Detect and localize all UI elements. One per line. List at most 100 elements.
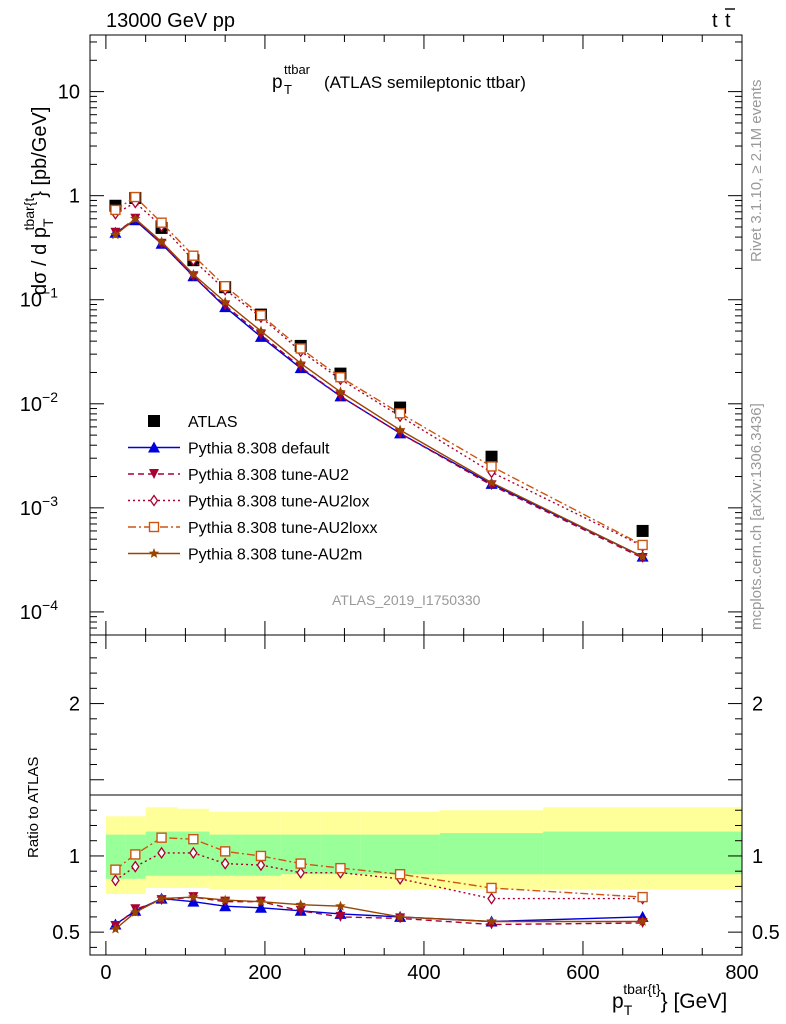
main-point-pythia-8-308-tune-au2loxx-2 bbox=[156, 217, 167, 228]
legend-entry-pythia-8-308-default: Pythia 8.308 default bbox=[128, 441, 330, 458]
main-point-pythia-8-308-tune-au2m-4 bbox=[219, 296, 231, 307]
main-point-pythia-8-308-tune-au2loxx-4 bbox=[219, 280, 231, 292]
main-point-pythia-8-308-tune-au2m-5 bbox=[255, 325, 267, 336]
ratio-y-axis: 0.5 0.5 1 1 2 2 bbox=[52, 642, 780, 948]
legend: ATLAS Pythia 8.308 default Pythia 8.308 tu… bbox=[128, 414, 377, 564]
ratio-point-pythia-8-308-tune-au2m-9 bbox=[486, 916, 497, 926]
ratio-point-pythia-8-308-tune-au2loxx-5 bbox=[255, 850, 267, 862]
main-series-pythia-8-308-tune-au2m bbox=[110, 213, 648, 562]
main-point-atlas-10 bbox=[636, 524, 649, 537]
legend-marker-pythia-8-308-default bbox=[148, 441, 160, 453]
ratio-point-pythia-8-308-tune-au2loxx-9 bbox=[486, 882, 497, 894]
main-series-atlas bbox=[109, 191, 649, 537]
ratio-series-line-pythia-8-308-tune-au2lox bbox=[115, 852, 643, 900]
ratio-y-tick-label: 0.5 bbox=[52, 922, 80, 944]
main-series-line-pythia-8-308-tune-au2lox bbox=[115, 201, 643, 547]
svg-text:ttbar: ttbar bbox=[284, 62, 311, 77]
x-tick-label: 400 bbox=[407, 962, 440, 984]
x-tick-label: 200 bbox=[248, 962, 281, 984]
x-tick-label: 600 bbox=[566, 962, 599, 984]
main-y-axis: 10 1 10−1 10−2 10−3 10−4 bbox=[20, 41, 742, 636]
main-y-tick-label: 10−4 bbox=[20, 597, 58, 624]
ratio-band-green-10 bbox=[543, 831, 742, 875]
plot-title: p T ttbar (ATLAS semileptonic ttbar) bbox=[272, 62, 526, 97]
main-y-tick-label: 1 bbox=[69, 186, 80, 208]
ratio-point-pythia-8-308-tune-au2m-6 bbox=[295, 899, 306, 910]
x-tick-label: 0 bbox=[100, 962, 111, 984]
main-point-pythia-8-308-tune-au2m-1 bbox=[130, 213, 141, 224]
legend-label-pythia-8-308-tune-au2m: Pythia 8.308 tune-AU2m bbox=[188, 547, 362, 564]
main-y-axis-label: dσ / d pTtbar{t} [pb/GeV] bbox=[21, 107, 56, 295]
ratio-y-tick-label-right: 2 bbox=[752, 694, 763, 716]
main-point-pythia-8-308-tune-au2loxx-8 bbox=[394, 408, 406, 419]
main-point-pythia-8-308-tune-au2m-0 bbox=[110, 229, 121, 240]
main-point-atlas-9 bbox=[485, 450, 498, 463]
ratio-point-pythia-8-308-tune-au2lox-9 bbox=[487, 892, 496, 905]
main-point-pythia-8-308-tune-au2loxx-5 bbox=[255, 310, 267, 321]
ratio-y-tick-label-right: 1 bbox=[752, 846, 763, 868]
main-point-pythia-8-308-tune-au2loxx-3 bbox=[188, 250, 199, 261]
rivet-version-label: Rivet 3.1.10, ≥ 2.1M events bbox=[748, 80, 765, 263]
ratio-point-pythia-8-308-tune-au2loxx-4 bbox=[219, 846, 231, 857]
legend-marker-pythia-8-308-tune-au2m bbox=[148, 548, 160, 558]
legend-marker-pythia-8-308-tune-au2loxx bbox=[148, 521, 160, 533]
ratio-band-green-8 bbox=[360, 834, 440, 875]
ratio-plot-panel: 0.5 0.51 12 2 0 200 400 600 800 Ratio to ATLAS … bbox=[25, 634, 780, 1018]
ratio-point-pythia-8-308-tune-au2loxx-3 bbox=[188, 833, 199, 845]
main-point-pythia-8-308-tune-au2loxx-10 bbox=[637, 539, 648, 551]
ratio-point-pythia-8-308-tune-au2loxx-6 bbox=[295, 858, 306, 869]
ratio-point-pythia-8-308-tune-au2lox-2 bbox=[157, 846, 166, 860]
main-y-tick-label: 10 bbox=[58, 82, 80, 104]
ratio-point-pythia-8-308-tune-au2lox-3 bbox=[189, 846, 198, 860]
svg-text:pTtbar{t}} [GeV]: pTtbar{t}} [GeV] bbox=[612, 981, 727, 1018]
ratio-point-pythia-8-308-tune-au2m-5 bbox=[255, 896, 267, 907]
svg-text:T: T bbox=[284, 82, 292, 97]
main-y-tick-label: 10−1 bbox=[20, 285, 58, 312]
ratio-point-pythia-8-308-tune-au2loxx-10 bbox=[637, 891, 648, 903]
ratio-plot-area bbox=[109, 832, 649, 934]
ratio-point-pythia-8-308-tune-au2lox-6 bbox=[296, 866, 306, 879]
ratio-uncertainty-bands bbox=[105, 807, 742, 895]
main-point-pythia-8-308-tune-au2-4 bbox=[220, 300, 231, 311]
ratio-point-pythia-8-308-tune-au2loxx-8 bbox=[394, 869, 406, 880]
ratio-point-pythia-8-308-tune-au2lox-5 bbox=[256, 858, 266, 872]
svg-text:(ATLAS semileptonic ttbar): (ATLAS semileptonic ttbar) bbox=[324, 73, 526, 92]
main-point-pythia-8-308-tune-au2loxx-1 bbox=[130, 191, 141, 203]
main-point-pythia-8-308-tune-au2m-8 bbox=[394, 424, 406, 435]
legend-label-atlas: ATLAS bbox=[188, 414, 238, 431]
x-tick-label: 800 bbox=[725, 962, 758, 984]
main-point-pythia-8-308-tune-au2loxx-9 bbox=[486, 461, 497, 472]
ratio-y-axis-label: Ratio to ATLAS bbox=[25, 757, 42, 858]
ratio-point-pythia-8-308-tune-au2m-8 bbox=[394, 911, 406, 922]
legend-entry-pythia-8-308-tune-au2: Pythia 8.308 tune-AU2 bbox=[128, 467, 349, 484]
ratio-band-green-9 bbox=[439, 833, 544, 875]
mcplots-label: mcplots.cern.ch [arXiv:1306.3436] bbox=[748, 403, 765, 630]
main-plot-panel: 10 1 10−1 10−2 10−3 10−4 p T ttbar (ATLAS sem… bbox=[20, 34, 743, 636]
main-series-pythia-8-308-tune-au2loxx bbox=[110, 191, 648, 551]
main-point-pythia-8-308-tune-au2m-6 bbox=[295, 357, 306, 368]
svg-text:dσ / d pTtbar{t} [pb/GeV]: dσ / d pTtbar{t} [pb/GeV] bbox=[21, 107, 56, 295]
ratio-point-pythia-8-308-tune-au2loxx-7 bbox=[335, 862, 346, 874]
legend-entry-atlas: ATLAS bbox=[148, 414, 238, 431]
ratio-point-pythia-8-308-tune-au2m-3 bbox=[188, 891, 199, 902]
main-point-pythia-8-308-tune-au2loxx-6 bbox=[295, 343, 306, 354]
ratio-point-pythia-8-308-tune-au2m-2 bbox=[156, 893, 167, 904]
ratio-point-pythia-8-308-tune-au2m-1 bbox=[130, 906, 141, 917]
ratio-series-pythia-8-308-tune-au2m bbox=[110, 891, 648, 934]
main-x-axis bbox=[105, 35, 743, 635]
legend-label-pythia-8-308-tune-au2: Pythia 8.308 tune-AU2 bbox=[188, 467, 349, 484]
ratio-y-tick-label: 2 bbox=[69, 694, 80, 716]
main-point-pythia-8-308-tune-au2m-3 bbox=[188, 268, 199, 279]
ratio-point-pythia-8-308-tune-au2-7 bbox=[335, 911, 346, 922]
main-plot-area bbox=[109, 191, 649, 563]
legend-entry-pythia-8-308-tune-au2loxx: Pythia 8.308 tune-AU2loxx bbox=[128, 520, 377, 537]
ratio-series-pythia-8-308-tune-au2 bbox=[110, 892, 648, 932]
ratio-point-pythia-8-308-tune-au2m-10 bbox=[637, 916, 648, 926]
legend-marker-pythia-8-308-tune-au2lox bbox=[149, 494, 159, 507]
main-point-pythia-8-308-tune-au2m-2 bbox=[156, 236, 167, 247]
main-y-tick-label: 10−2 bbox=[20, 389, 58, 416]
ratio-point-pythia-8-308-tune-au2loxx-0 bbox=[110, 864, 121, 875]
legend-entry-pythia-8-308-tune-au2m: Pythia 8.308 tune-AU2m bbox=[128, 547, 362, 564]
legend-label-pythia-8-308-tune-au2loxx: Pythia 8.308 tune-AU2loxx bbox=[188, 520, 377, 537]
